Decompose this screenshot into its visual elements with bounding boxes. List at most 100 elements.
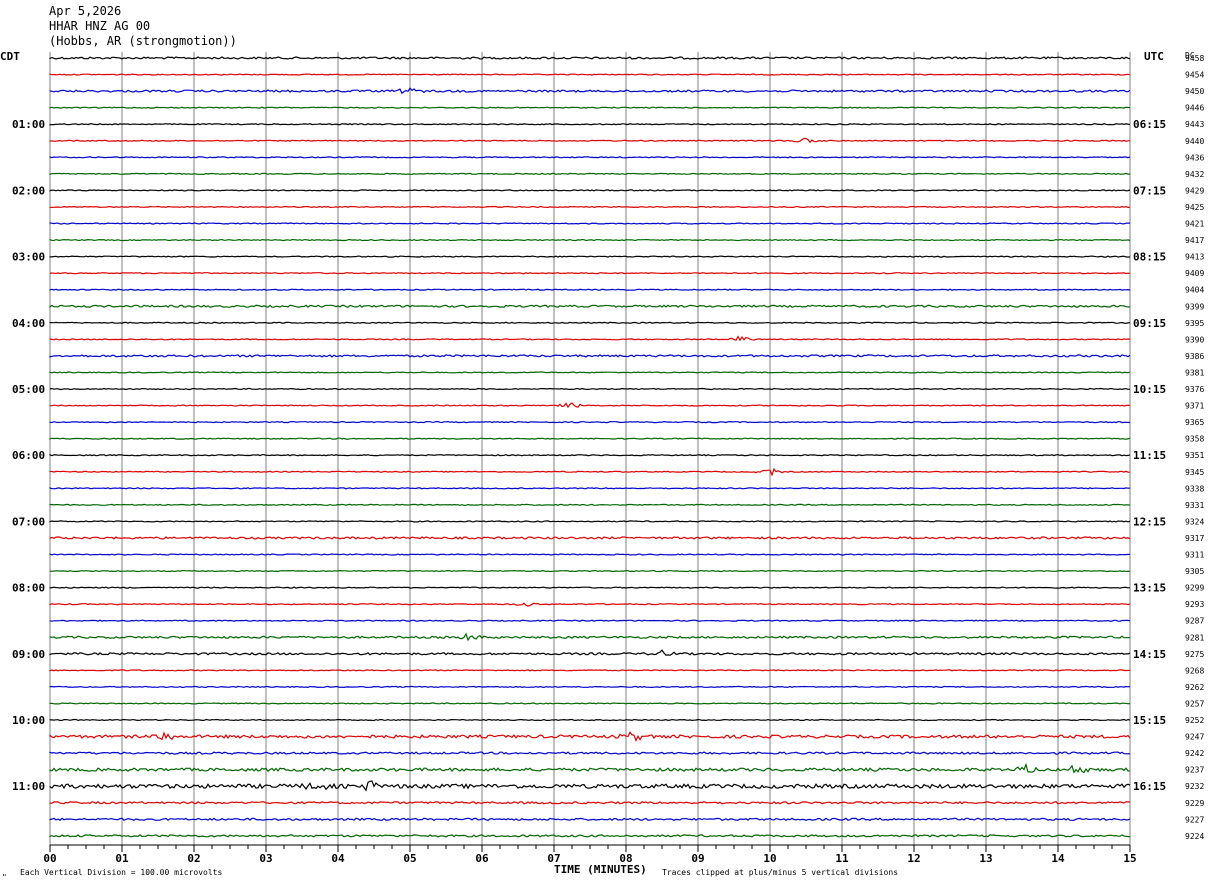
- seismic-trace: [49, 602, 1131, 607]
- dc-offset-value: 9429: [1185, 186, 1204, 195]
- dc-offset-value: 9262: [1185, 683, 1204, 692]
- seismic-trace: [49, 73, 1131, 76]
- dc-offset-value: 9390: [1185, 335, 1204, 344]
- seismic-trace: [49, 222, 1130, 225]
- x-tick-label: 05: [403, 852, 416, 865]
- utc-hour-label: 07:15: [1133, 184, 1166, 197]
- location-label: (Hobbs, AR (strongmotion)): [49, 34, 237, 48]
- dc-offset-value: 9440: [1185, 137, 1204, 146]
- seismic-trace: [49, 56, 1131, 60]
- date-label: Apr 5,2026: [49, 4, 121, 18]
- x-tick-label: 12: [907, 852, 920, 865]
- dc-offset-value: 9381: [1185, 368, 1204, 377]
- dc-offset-value: 9443: [1185, 120, 1204, 129]
- dc-offset-value: 9331: [1185, 501, 1204, 510]
- seismic-trace: [49, 751, 1131, 755]
- x-tick-label: 14: [1051, 852, 1065, 865]
- seismic-trace: [49, 172, 1130, 175]
- seismic-trace: [49, 304, 1131, 308]
- dc-offset-value: 9376: [1185, 385, 1204, 394]
- x-axis-title: TIME (MINUTES): [554, 863, 647, 876]
- seismic-trace: [49, 685, 1131, 689]
- x-tick-label: 09: [691, 852, 704, 865]
- seismic-trace: [49, 321, 1131, 324]
- seismic-trace: [49, 569, 1131, 573]
- seismic-trace: [49, 420, 1131, 424]
- dc-offset-value: 9281: [1185, 633, 1204, 642]
- dc-offset-value: 9409: [1185, 269, 1204, 278]
- dc-offset-value: 9351: [1185, 451, 1204, 460]
- dc-offset-labels: 9458 9454 9450 9446 9443 9440 9436 9432 9429 9425…: [1185, 54, 1204, 841]
- dc-offset-value: 9417: [1185, 236, 1204, 245]
- cdt-hour-label: 07:00: [12, 515, 45, 528]
- seismic-trace: [49, 335, 1131, 342]
- cdt-hour-label: 02:00: [12, 184, 45, 197]
- seismic-trace: [49, 238, 1131, 242]
- utc-hour-label: 13:15: [1133, 582, 1166, 595]
- seismic-trace: [49, 137, 1131, 144]
- dc-offset-value: 9365: [1185, 418, 1204, 427]
- seismic-trace: [49, 123, 1131, 126]
- x-axis: 00 01 02 03 04 05 06 07 08 09 10 11 12 13 14 15: [43, 844, 1137, 865]
- right-timezone-label: UTC: [1144, 50, 1164, 63]
- vertical-grid: [49, 52, 1131, 845]
- seismic-trace: [49, 553, 1131, 556]
- seismic-trace: [49, 371, 1131, 374]
- utc-hour-label: 11:15: [1133, 449, 1166, 462]
- seismic-trace: [49, 586, 1130, 589]
- cdt-hour-label: 05:00: [12, 383, 45, 396]
- dc-offset-value: 9399: [1185, 302, 1204, 311]
- seismic-trace: [49, 255, 1131, 258]
- utc-hour-label: 16:15: [1133, 780, 1166, 793]
- dc-offset-value: 9293: [1185, 600, 1204, 609]
- seismic-trace: [49, 189, 1131, 192]
- cdt-hour-label: 11:00: [12, 780, 45, 793]
- dc-offset-value: 9299: [1185, 584, 1204, 593]
- seismic-trace: [49, 762, 1131, 774]
- x-tick-label: 11: [835, 852, 849, 865]
- dc-offset-value: 9305: [1185, 567, 1204, 576]
- dc-offset-value: 9257: [1185, 699, 1204, 708]
- dc-offset-value: 9275: [1185, 650, 1204, 659]
- dc-offset-value: 9421: [1185, 220, 1204, 229]
- seismic-trace: [49, 649, 1131, 656]
- utc-hour-label: 06:15: [1133, 118, 1166, 131]
- cdt-hour-label: 03:00: [12, 251, 45, 264]
- utc-hour-label: 15:15: [1133, 714, 1166, 727]
- utc-hour-label: 14:15: [1133, 648, 1166, 661]
- dc-offset-value: 9227: [1185, 815, 1204, 824]
- seismic-trace: [49, 387, 1131, 391]
- seismic-trace: [49, 402, 1131, 409]
- cdt-hour-label: 08:00: [12, 582, 45, 595]
- seismic-trace: [49, 801, 1131, 805]
- seismic-trace: [49, 619, 1131, 622]
- dc-offset-value: 9425: [1185, 203, 1204, 212]
- seismic-trace: [49, 205, 1131, 209]
- dc-offset-value: 9229: [1185, 799, 1204, 808]
- x-tick-label: 00: [43, 852, 56, 865]
- corner-mark: ": [2, 873, 7, 882]
- seismic-trace: [49, 156, 1131, 159]
- dc-offset-value: 9404: [1185, 286, 1204, 295]
- dc-offset-value: 9324: [1185, 517, 1204, 526]
- x-tick-label: 01: [115, 852, 129, 865]
- dc-offset-value: 9386: [1185, 352, 1204, 361]
- seismic-trace: [49, 288, 1131, 291]
- dc-offset-value: 9232: [1185, 782, 1204, 791]
- seismic-trace: [49, 718, 1131, 722]
- left-timezone-label: CDT: [0, 50, 20, 63]
- seismic-trace: [49, 780, 1131, 792]
- seismic-trace: [49, 669, 1131, 672]
- trace-group: [49, 56, 1131, 838]
- seismic-trace: [49, 87, 1131, 95]
- seismic-trace: [49, 702, 1131, 705]
- cdt-hour-label: 10:00: [12, 714, 45, 727]
- left-hour-labels: 01:00 02:00 03:00 04:00 05:00 06:00 07:00 08:00…: [12, 118, 45, 793]
- seismic-trace: [49, 536, 1131, 540]
- dc-offset-value: 9371: [1185, 402, 1204, 411]
- cdt-hour-label: 09:00: [12, 648, 45, 661]
- dc-offset-value: 9446: [1185, 104, 1204, 113]
- clipping-note: Traces clipped at plus/minus 5 vertical …: [662, 868, 898, 877]
- dc-offset-value: 9311: [1185, 551, 1204, 560]
- dc-offset-value: 9252: [1185, 716, 1204, 725]
